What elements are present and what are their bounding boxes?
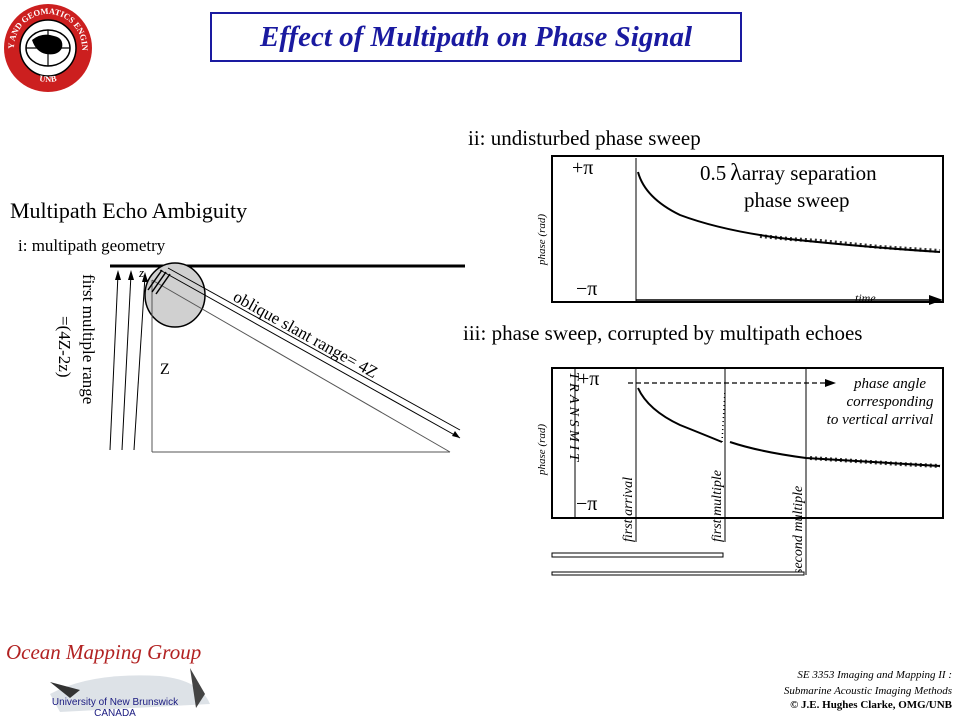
multipath-geometry-diagram: Z z oblique slant range= 4Z first multip… bbox=[55, 262, 465, 453]
omg-affiliation: University of New Brunswick CANADA bbox=[40, 697, 190, 719]
first-multiple-label: first multiple range bbox=[79, 274, 98, 404]
multiple-ray-1 bbox=[109, 273, 119, 451]
multiple-ray-3 bbox=[133, 275, 146, 451]
timeline-bar-2 bbox=[551, 571, 805, 576]
plot-ii-frame bbox=[551, 155, 944, 303]
plot-iii-minus-pi: −π bbox=[576, 493, 597, 515]
svg-text:UNB: UNB bbox=[39, 73, 58, 84]
panel-iii-label: iii: phase sweep, corrupted by multipath… bbox=[463, 321, 863, 345]
transmit-label: T R A N S M I T bbox=[566, 372, 581, 462]
plot-ii-ylabel: phase (rad) bbox=[536, 214, 548, 266]
second-multiple-label: second multiple bbox=[791, 486, 806, 574]
plot-ii-xlabel: time bbox=[855, 291, 876, 305]
course-title: Submarine Acoustic Imaging Methods bbox=[783, 685, 952, 697]
omg-country: CANADA bbox=[94, 708, 136, 719]
omg-title: Ocean Mapping Group bbox=[6, 640, 202, 664]
phase-angle-line1: phase angle bbox=[853, 376, 926, 392]
logo-seal-icon: GEODESY AND GEOMATICS ENGINEERING UNB bbox=[0, 0, 92, 92]
course-code: SE 3353 Imaging and Mapping II : bbox=[797, 669, 952, 681]
plot-iii-frame bbox=[551, 367, 944, 519]
slant-ray-1 bbox=[159, 269, 461, 439]
first-arrival-label: first arrival bbox=[621, 477, 636, 542]
omg-university: University of New Brunswick bbox=[51, 697, 179, 708]
depth-label-z: z bbox=[138, 265, 144, 280]
first-multiple-formula: =(4Z-2z) bbox=[55, 316, 74, 378]
corrupted-phase-plot: T R A N S M I T +π −π phase (rad) phase … bbox=[536, 367, 944, 576]
time-arrow bbox=[929, 295, 943, 305]
phase-angle-line3: to vertical arrival bbox=[827, 412, 934, 428]
course-footer: SE 3353 Imaging and Mapping II : Submari… bbox=[784, 667, 952, 711]
footprint-ellipse bbox=[144, 262, 206, 328]
plot-ii-plus-pi: +π bbox=[572, 157, 593, 179]
panel-ii-label: ii: undisturbed phase sweep bbox=[468, 126, 701, 150]
plot-iii-plus-pi: +π bbox=[578, 368, 599, 390]
multiple-ray-2 bbox=[121, 273, 132, 451]
ship-icon bbox=[50, 682, 80, 698]
undisturbed-phase-plot: +π −π phase (rad) time 0.5 λarray separat… bbox=[536, 155, 944, 305]
omg-swath-graphic bbox=[50, 668, 210, 712]
slant-arrowhead bbox=[452, 431, 460, 438]
section-heading: Multipath Echo Ambiguity bbox=[10, 198, 248, 223]
plot-iii-ylabel: phase (rad) bbox=[536, 424, 548, 476]
slant-lower-line bbox=[151, 279, 451, 453]
geometry-subheading: i: multipath geometry bbox=[18, 236, 166, 255]
depth-label-Z: Z bbox=[160, 361, 170, 378]
plot-ii-annotation-line2: phase sweep bbox=[744, 188, 850, 212]
timeline-bar-1 bbox=[551, 552, 724, 558]
first-multiple-event-label: first multiple bbox=[710, 470, 725, 542]
fish-icon bbox=[190, 668, 205, 708]
phase-curve-iii-first bbox=[637, 387, 723, 443]
copyright: © J.E. Hughes Clarke, OMG/UNB bbox=[790, 699, 952, 711]
oblique-slant-label: oblique slant range= 4Z bbox=[230, 287, 381, 382]
slant-ray-2 bbox=[167, 267, 461, 431]
plot-ii-minus-pi: −π bbox=[576, 278, 597, 300]
phase-angle-line2: corresponding bbox=[847, 394, 934, 410]
unb-logo: GEODESY AND GEOMATICS ENGINEERING UNB bbox=[0, 0, 94, 94]
page-title: Effect of Multipath on Phase Signal bbox=[259, 20, 693, 53]
plot-ii-annotation-line1: 0.5 λarray separation bbox=[700, 160, 877, 186]
title-box: Effect of Multipath on Phase Signal bbox=[210, 12, 742, 62]
